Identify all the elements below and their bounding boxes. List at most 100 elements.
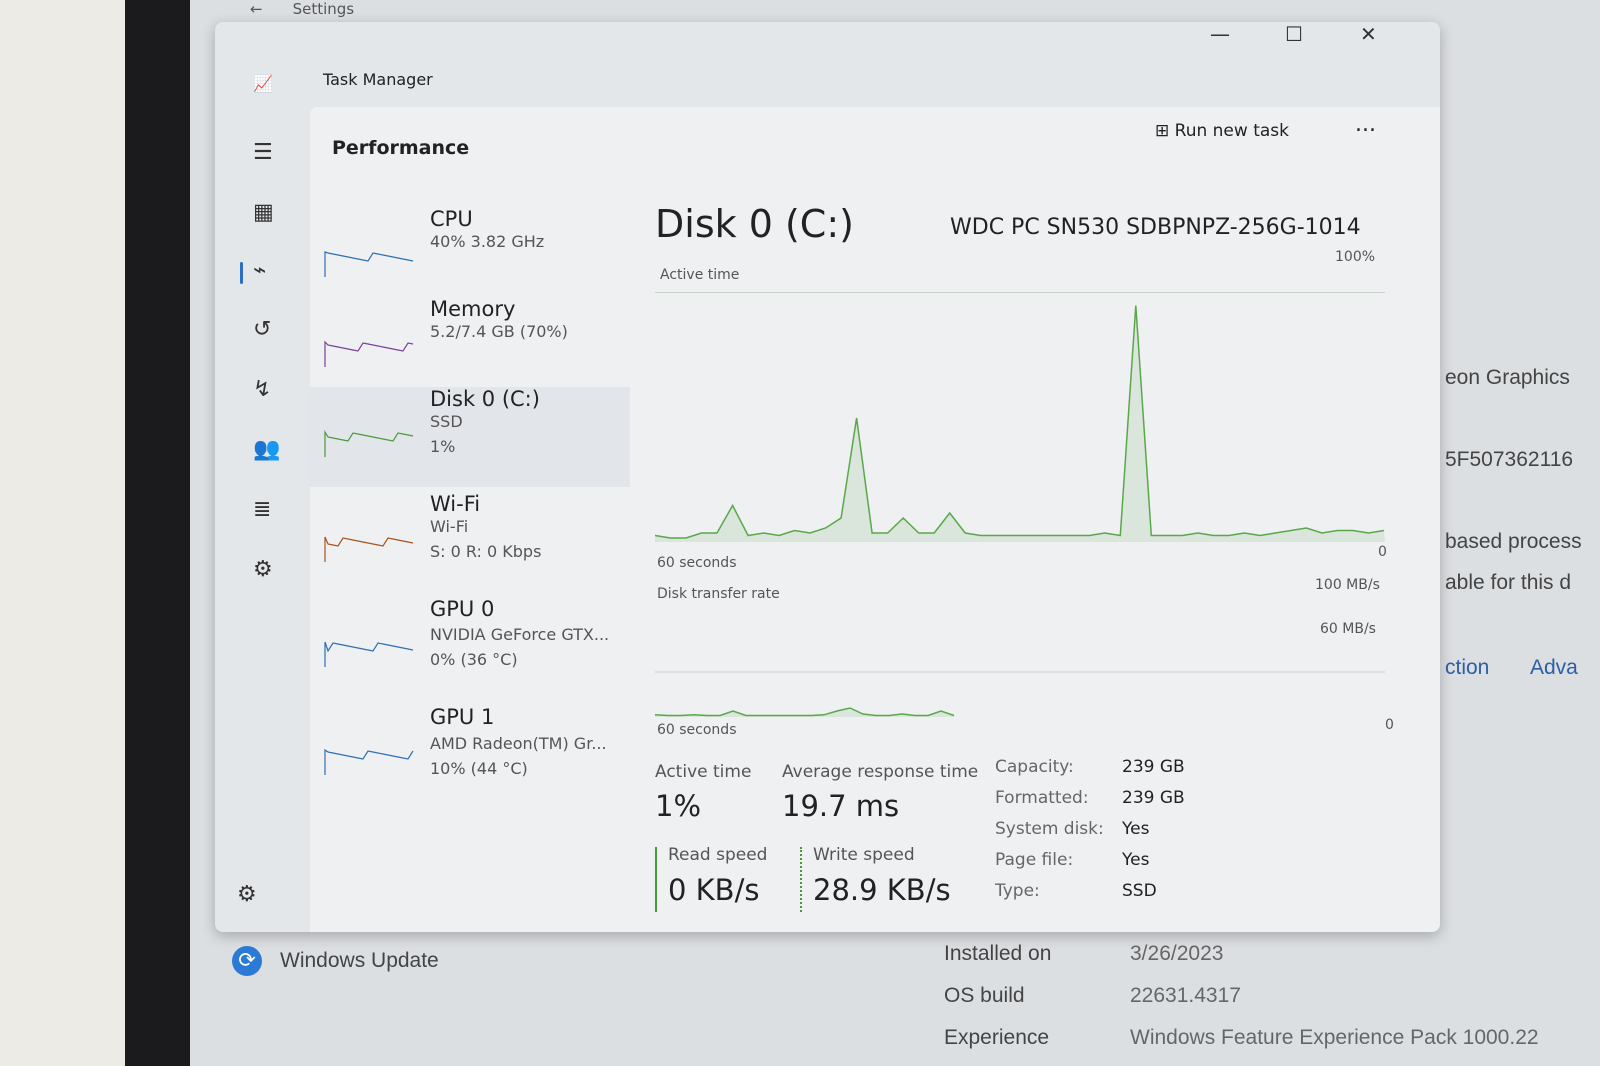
bg-text: based process <box>1445 530 1582 553</box>
write-indicator <box>800 847 802 912</box>
axis-min: 0 <box>1378 544 1387 560</box>
arrow-left-icon[interactable]: ← <box>250 0 263 18</box>
mini-graph <box>324 429 414 457</box>
sidebar-item-detail: 10% (44 °C) <box>430 759 528 778</box>
details-icon[interactable]: ≣ <box>253 497 272 522</box>
property-value: 239 GB <box>1122 757 1185 777</box>
sidebar-item-wi-fi[interactable]: Wi-Fi Wi-Fi S: 0 R: 0 Kbps <box>310 492 630 592</box>
disk-property: Page file: Yes <box>995 850 1149 870</box>
info-key: OS build <box>944 984 1025 1007</box>
property-value: SSD <box>1122 881 1157 901</box>
disk-title: Disk 0 (C:) <box>655 202 854 246</box>
stat-value: 19.7 ms <box>782 789 900 823</box>
performance-icon[interactable]: ⌁ <box>253 258 267 283</box>
sidebar-item-disk-0-c[interactable]: Disk 0 (C:) SSD 1% <box>310 387 630 487</box>
sidebar-item-detail: 5.2/7.4 GB (70%) <box>430 322 568 341</box>
mini-graph <box>324 641 414 667</box>
property-key: System disk: <box>995 819 1104 839</box>
minimize-button[interactable]: — <box>1210 22 1230 46</box>
graph-line <box>655 707 955 717</box>
disk-property: System disk: Yes <box>995 819 1149 839</box>
mini-graph <box>324 536 414 562</box>
settings-titlebar: ← Settings <box>250 0 384 18</box>
stat-label: Average response time <box>782 762 979 782</box>
sidebar-item-name: Disk 0 (C:) <box>430 387 540 411</box>
sidebar-item-name: Memory <box>430 297 516 321</box>
time-span: 60 seconds <box>657 722 737 738</box>
info-value: Windows Feature Experience Pack 1000.22 <box>1130 1026 1539 1049</box>
disk-property: Capacity: 239 GB <box>995 757 1185 777</box>
stat-label: Read speed <box>668 845 768 865</box>
windows-update-label: Windows Update <box>280 949 439 972</box>
processes-icon[interactable]: ▦ <box>253 200 274 225</box>
property-key: Capacity: <box>995 757 1074 777</box>
run-new-task-label: Run new task <box>1174 121 1289 141</box>
sidebar-item-name: GPU 0 <box>430 597 495 621</box>
axis-min: 0 <box>1385 717 1394 733</box>
info-key: Installed on <box>944 942 1052 965</box>
bg-text: eon Graphics <box>1445 366 1570 389</box>
sidebar-item-cpu[interactable]: CPU 40% 3.82 GHz <box>310 207 630 307</box>
hamburger-icon[interactable]: ☰ <box>253 140 273 165</box>
read-indicator <box>655 847 657 912</box>
close-button[interactable]: ✕ <box>1360 22 1377 46</box>
window-title: Task Manager <box>323 70 433 89</box>
history-icon[interactable]: ↺ <box>253 317 272 342</box>
sidebar-item-name: CPU <box>430 207 473 231</box>
active-indicator <box>240 262 243 284</box>
property-value: Yes <box>1122 819 1150 839</box>
property-value: Yes <box>1122 850 1150 870</box>
sidebar-item-gpu-0[interactable]: GPU 0 NVIDIA GeForce GTX... 0% (36 °C) <box>310 597 630 697</box>
mini-graph <box>324 748 414 775</box>
page-title: Performance <box>332 137 470 159</box>
maximize-button[interactable]: ☐ <box>1285 22 1303 46</box>
bg-text: able for this d <box>1445 571 1572 594</box>
bg-text: 5F507362116 <box>1445 448 1574 471</box>
info-value: 22631.4317 <box>1130 984 1241 1007</box>
sidebar-item-detail: AMD Radeon(TM) Gr... <box>430 734 607 753</box>
stat-label: Write speed <box>813 845 915 865</box>
sidebar-item-memory[interactable]: Memory 5.2/7.4 GB (70%) <box>310 297 630 397</box>
sidebar-item-detail: SSD <box>430 412 463 431</box>
sidebar-item-gpu-1[interactable]: GPU 1 AMD Radeon(TM) Gr... 10% (44 °C) <box>310 705 630 805</box>
windows-update-item[interactable]: ⟳ Windows Update <box>232 946 439 976</box>
startup-icon[interactable]: ↯ <box>253 377 272 402</box>
sidebar-item-detail: 0% (36 °C) <box>430 650 518 669</box>
disk-model: WDC PC SN530 SDBPNPZ-256G-1014 <box>950 215 1361 240</box>
mini-graph <box>324 251 414 277</box>
run-new-task-button[interactable]: ⊞ Run new task <box>1155 121 1289 141</box>
stat-value: 0 KB/s <box>668 873 760 907</box>
sidebar-item-detail: 40% 3.82 GHz <box>430 232 545 251</box>
nav-rail: 📈 ☰ ▦ ⌁ ↺ ↯ 👥 ≣ ⚙ ⚙ <box>215 22 310 932</box>
settings-title: Settings <box>292 0 355 18</box>
property-key: Type: <box>995 881 1040 901</box>
sidebar-item-detail: Wi-Fi <box>430 517 469 536</box>
settings-icon[interactable]: ⚙ <box>237 882 257 907</box>
more-options-button[interactable]: ... <box>1355 112 1376 137</box>
stat-value: 28.9 KB/s <box>813 873 951 907</box>
bg-link[interactable]: Adva <box>1530 656 1578 679</box>
task-manager-window: 📈 ☰ ▦ ⌁ ↺ ↯ 👥 ≣ ⚙ ⚙ Task Manager — ☐ ✕ P… <box>215 22 1440 932</box>
graph-area <box>655 708 955 717</box>
property-key: Formatted: <box>995 788 1089 808</box>
info-key: Experience <box>944 1026 1050 1049</box>
stat-value: 1% <box>655 789 702 823</box>
users-icon[interactable]: 👥 <box>253 437 281 462</box>
graph-label: Active time <box>660 267 740 283</box>
sidebar-item-detail: S: 0 R: 0 Kbps <box>430 542 542 561</box>
update-icon: ⟳ <box>232 946 262 976</box>
bg-link[interactable]: ction <box>1445 656 1490 679</box>
transfer-rate-graph <box>655 671 1385 717</box>
sidebar-item-name: Wi-Fi <box>430 492 481 516</box>
disk-property: Type: SSD <box>995 881 1157 901</box>
services-icon[interactable]: ⚙ <box>253 557 273 582</box>
property-value: 239 GB <box>1122 788 1185 808</box>
axis-max: 100 MB/s <box>1315 577 1380 593</box>
run-task-icon: ⊞ <box>1155 121 1175 141</box>
graph-label: Disk transfer rate <box>657 586 780 602</box>
stat-label: Active time <box>655 762 752 782</box>
axis-max: 100% <box>1335 249 1376 265</box>
active-time-graph <box>655 292 1385 542</box>
info-value: 3/26/2023 <box>1130 942 1224 965</box>
app-icon: 📈 <box>253 74 273 93</box>
